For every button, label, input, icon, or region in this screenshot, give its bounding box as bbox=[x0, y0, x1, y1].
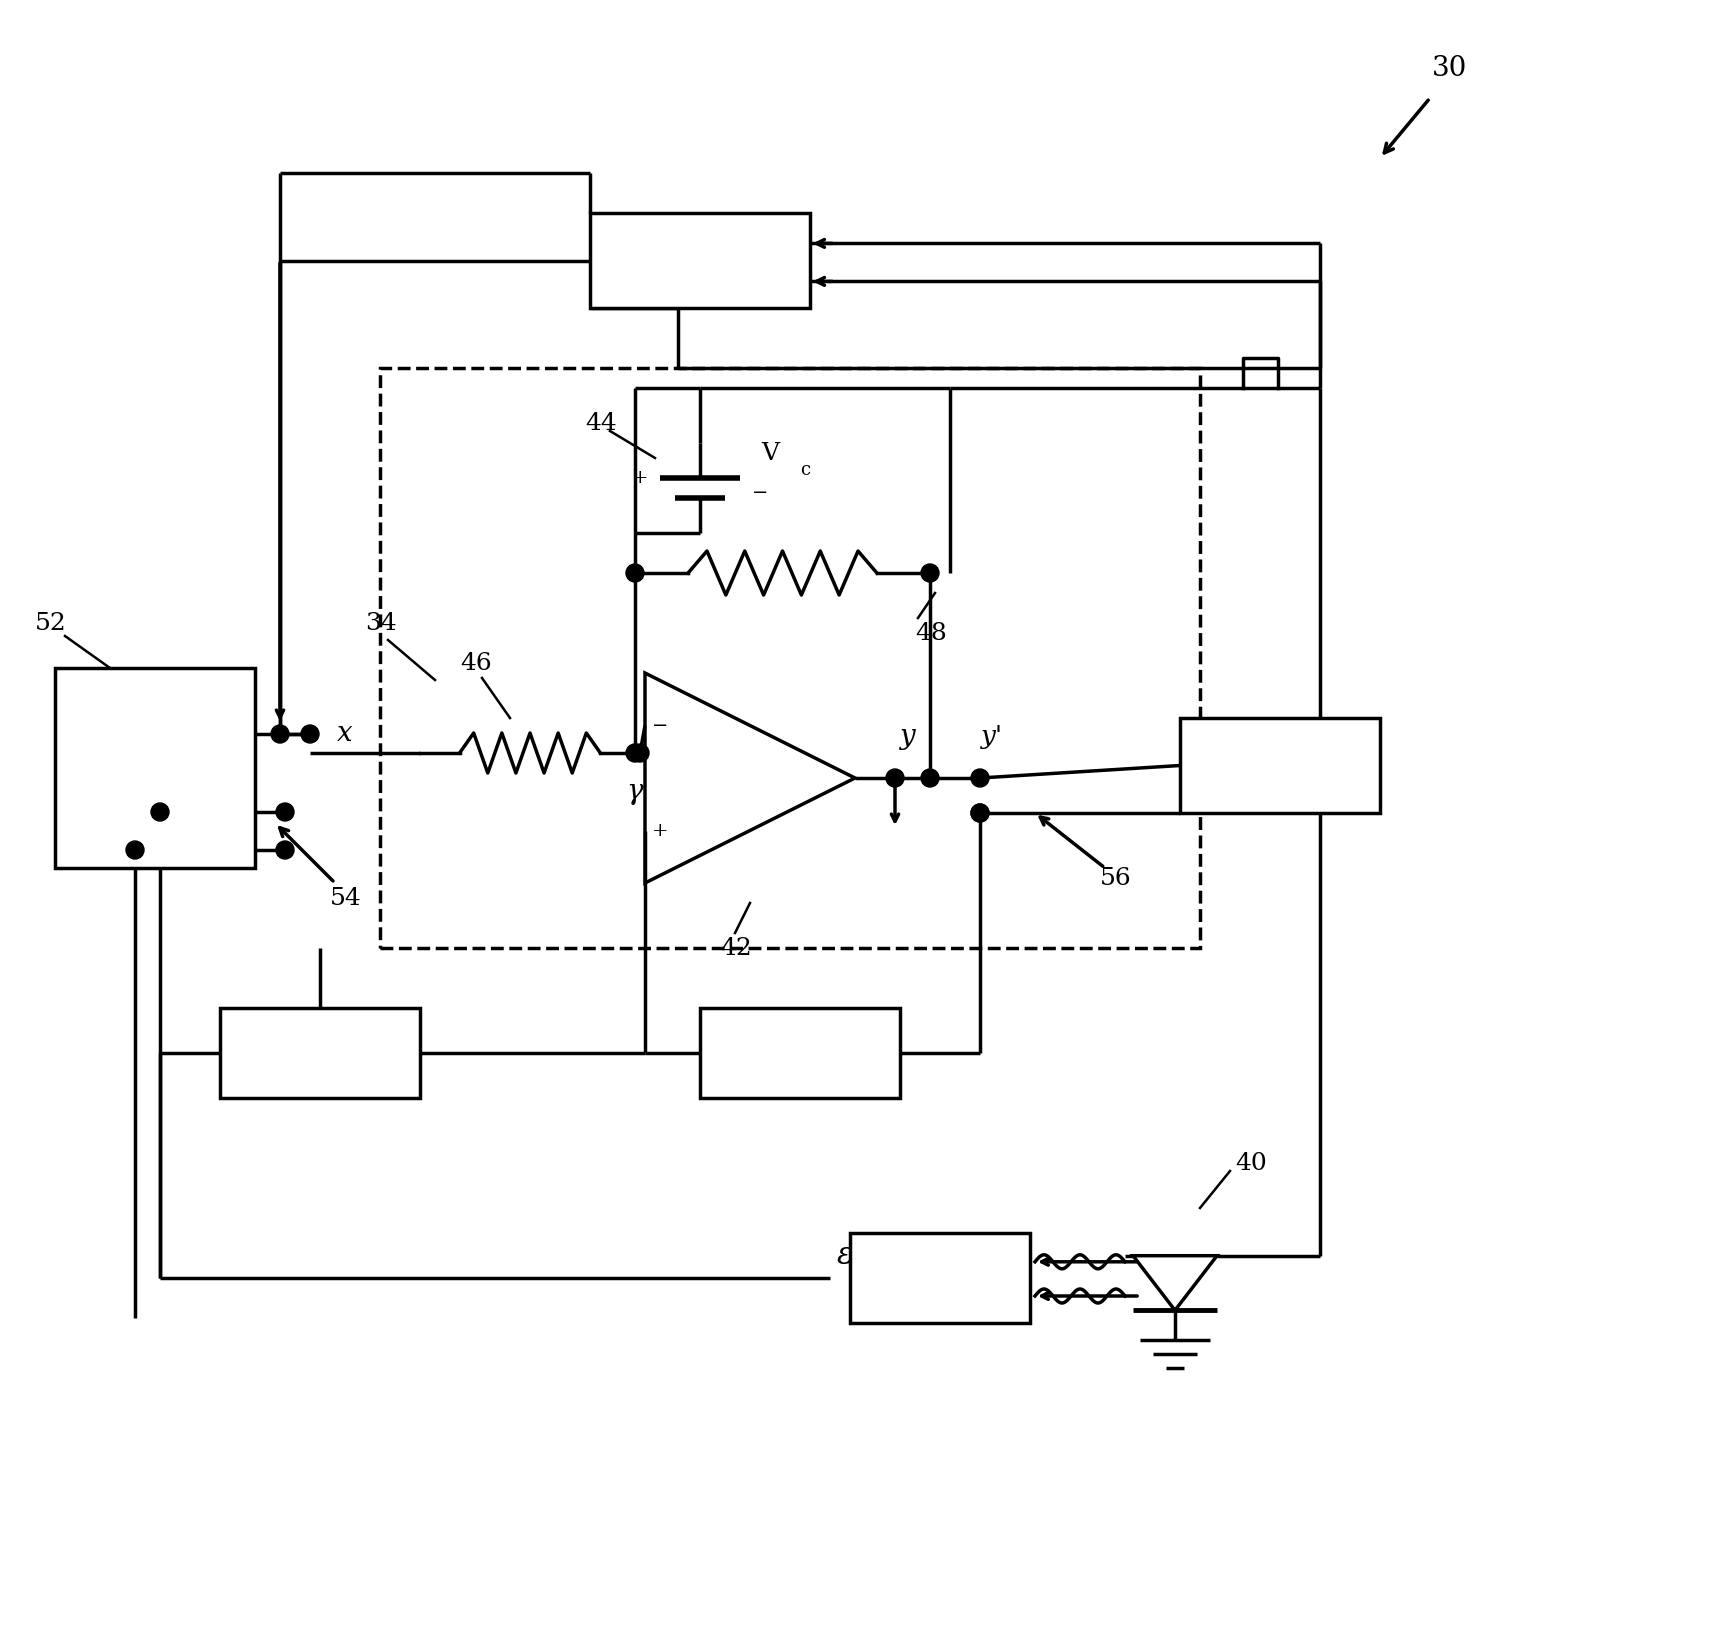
Text: 58: 58 bbox=[684, 249, 716, 272]
Text: 46: 46 bbox=[460, 651, 491, 674]
Circle shape bbox=[125, 842, 144, 860]
Circle shape bbox=[971, 768, 990, 786]
Text: 42: 42 bbox=[720, 936, 752, 959]
Text: 56: 56 bbox=[1100, 866, 1132, 889]
Bar bbox=[589, 213, 809, 308]
Circle shape bbox=[151, 803, 168, 821]
Text: y: y bbox=[899, 723, 914, 749]
Text: 40: 40 bbox=[1235, 1151, 1266, 1174]
Text: +: + bbox=[632, 469, 648, 487]
Text: 34: 34 bbox=[364, 612, 397, 635]
Circle shape bbox=[277, 803, 294, 821]
Circle shape bbox=[631, 744, 649, 762]
Text: γ: γ bbox=[627, 778, 643, 804]
Text: GND: GND bbox=[125, 801, 184, 824]
Text: 36: 36 bbox=[304, 1042, 337, 1065]
Text: 30: 30 bbox=[1433, 54, 1467, 81]
Circle shape bbox=[625, 563, 644, 581]
Bar bbox=[1180, 718, 1380, 812]
Text: 38: 38 bbox=[1264, 754, 1295, 777]
Text: V: V bbox=[761, 441, 778, 464]
Text: 32: 32 bbox=[924, 1267, 955, 1289]
Circle shape bbox=[971, 804, 990, 822]
Text: 54: 54 bbox=[330, 887, 362, 910]
Bar bbox=[380, 368, 1199, 947]
Text: 48: 48 bbox=[916, 622, 947, 645]
Text: −: − bbox=[651, 716, 668, 734]
Circle shape bbox=[921, 563, 940, 581]
Text: +: + bbox=[651, 822, 668, 840]
Circle shape bbox=[271, 724, 289, 742]
Circle shape bbox=[625, 744, 644, 762]
Circle shape bbox=[277, 842, 294, 860]
Text: y': y' bbox=[981, 723, 1003, 749]
Bar bbox=[220, 1008, 419, 1097]
Bar bbox=[850, 1232, 1031, 1324]
Text: Vcc: Vcc bbox=[134, 723, 177, 746]
Bar bbox=[55, 667, 254, 868]
Text: x: x bbox=[337, 720, 352, 747]
Text: −: − bbox=[752, 484, 768, 501]
Text: 52: 52 bbox=[34, 612, 67, 635]
Circle shape bbox=[971, 804, 990, 822]
Bar bbox=[699, 1008, 900, 1097]
Text: 44: 44 bbox=[586, 412, 617, 435]
Circle shape bbox=[301, 724, 320, 742]
Text: 50: 50 bbox=[783, 1042, 816, 1065]
Text: c: c bbox=[801, 461, 811, 479]
Circle shape bbox=[921, 768, 940, 786]
Circle shape bbox=[886, 768, 904, 786]
Text: ε: ε bbox=[837, 1241, 854, 1271]
